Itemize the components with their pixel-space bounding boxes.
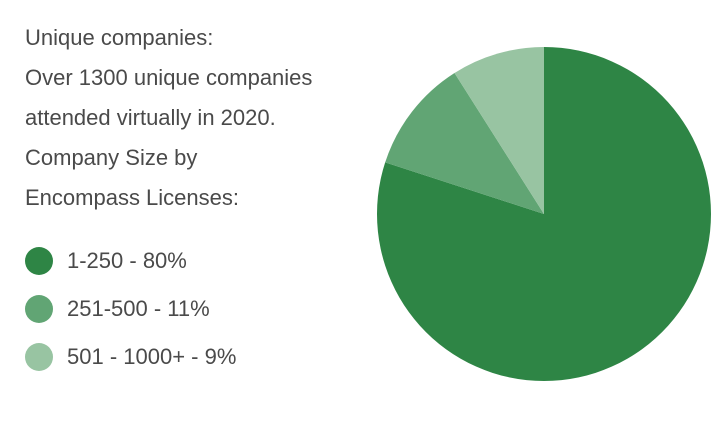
- description-line-2: attended virtually in 2020.: [25, 105, 276, 130]
- legend-swatch-501-1000: [25, 343, 53, 371]
- legend-label-251-500: 251-500 - 11%: [67, 296, 210, 321]
- description-line-4: Encompass Licenses:: [25, 185, 239, 210]
- legend-label-501-1000: 501 - 1000+ - 9%: [67, 344, 237, 369]
- pie-chart: [377, 47, 711, 381]
- legend-swatch-251-500: [25, 295, 53, 323]
- legend: 1-250 - 80% 251-500 - 11% 501 - 1000+ - …: [25, 237, 236, 381]
- description-line-3: Company Size by: [25, 145, 198, 170]
- legend-item-251-500: 251-500 - 11%: [25, 285, 236, 333]
- legend-swatch-1-250: [25, 247, 53, 275]
- legend-item-501-1000: 501 - 1000+ - 9%: [25, 333, 236, 381]
- legend-label-1-250: 1-250 - 80%: [67, 248, 187, 273]
- pie-slice-251-500: [385, 72, 544, 214]
- heading-unique-companies: Unique companies:: [25, 25, 214, 50]
- legend-item-1-250: 1-250 - 80%: [25, 237, 236, 285]
- description-line-1: Over 1300 unique companies: [25, 65, 313, 90]
- pie-slice-501-1000: [454, 47, 544, 214]
- description-text: Unique companies: Over 1300 unique compa…: [25, 18, 385, 218]
